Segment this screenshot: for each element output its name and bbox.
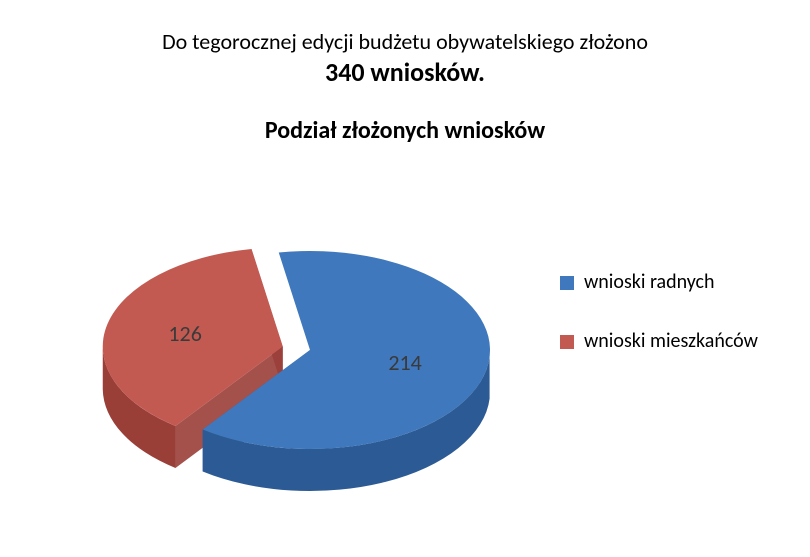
pie-svg — [40, 180, 540, 530]
chart-title: Podział złożonych wniosków — [0, 116, 810, 146]
slice-value-mieszkancow: 126 — [168, 320, 201, 347]
legend-label: wnioski mieszkańców — [584, 329, 758, 354]
legend: wnioski radnych wnioski mieszkańców — [560, 270, 758, 388]
intro-line: Do tegorocznej edycji budżetu obywatelsk… — [0, 28, 810, 56]
intro-bold-total: 340 wniosków. — [0, 56, 810, 89]
legend-item-radnych: wnioski radnych — [560, 270, 758, 295]
legend-label: wnioski radnych — [584, 270, 715, 295]
legend-swatch-icon — [560, 276, 574, 290]
pie-chart — [40, 180, 540, 530]
legend-swatch-icon — [560, 335, 574, 349]
slice-value-radnych: 214 — [388, 349, 421, 376]
page-root: Do tegorocznej edycji budżetu obywatelsk… — [0, 0, 810, 557]
legend-item-mieszkancow: wnioski mieszkańców — [560, 329, 758, 354]
